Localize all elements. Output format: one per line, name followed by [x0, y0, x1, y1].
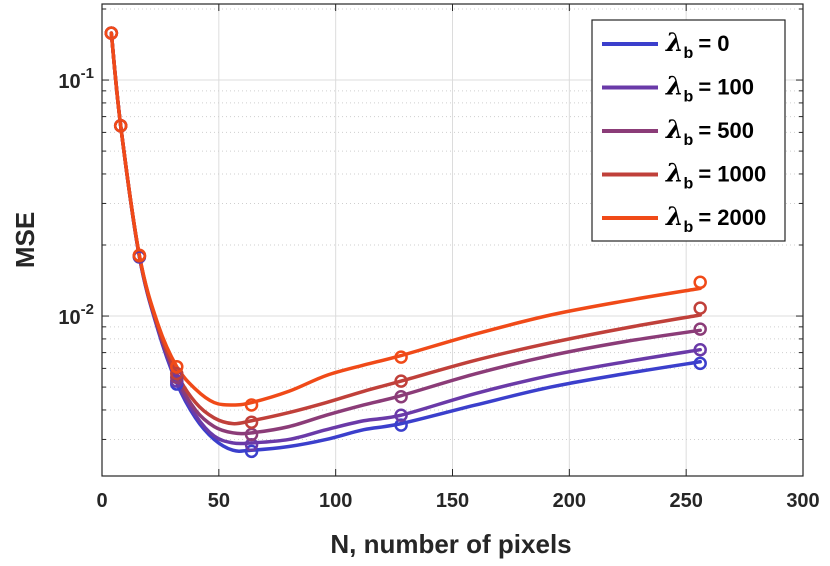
x-tick-label: 50	[208, 490, 230, 512]
legend-entry-3: λb = 1000	[665, 159, 766, 193]
series-1-marker	[394, 408, 408, 422]
series-2-marker	[693, 322, 707, 336]
series-4-marker	[113, 119, 128, 133]
x-tick-label: 300	[786, 490, 819, 512]
series-4-marker	[693, 275, 707, 290]
series-4-marker	[394, 350, 408, 364]
series-line-4	[109, 31, 702, 407]
series-3-marker	[394, 374, 408, 388]
x-tick-label: 150	[436, 490, 469, 512]
x-tick-label: 100	[319, 490, 352, 512]
series-2-marker	[244, 427, 259, 442]
x-tick-label: 250	[669, 490, 702, 512]
tick-labels: 0 50 100 150 200 250 300 10-2 10-1	[58, 65, 819, 512]
y-tick-label: 10-1	[58, 65, 94, 93]
legend-entry-4: λb = 2000	[665, 202, 766, 236]
x-tick-label: 0	[96, 490, 107, 512]
legend-entry-2: λb = 500	[665, 115, 754, 149]
y-axis-label: MSE	[10, 212, 40, 268]
series-0-marker	[693, 356, 707, 371]
series-4-marker	[132, 248, 147, 262]
legend-entry-0: λb = 0	[665, 28, 730, 62]
series-2-marker	[394, 390, 408, 404]
legend: λb = 0 λb = 100 λb = 500 λb = 1000 λb = 2000	[591, 19, 786, 242]
series-4-marker	[104, 26, 119, 40]
series-4-marker	[244, 398, 259, 412]
plot-frame	[101, 3, 804, 477]
x-tick-label: 200	[553, 490, 586, 512]
series-1-marker	[693, 342, 707, 357]
y-tick-label: 10-2	[58, 301, 94, 329]
series-3-marker	[170, 366, 184, 381]
series-group	[104, 26, 707, 459]
x-axis-label: N, number of pixels	[330, 529, 571, 559]
series-3-marker	[693, 301, 707, 315]
legend-entry-1: λb = 100	[665, 72, 754, 106]
series-0-marker	[244, 444, 259, 459]
series-4-marker	[170, 359, 184, 374]
series-3-marker	[244, 415, 259, 429]
